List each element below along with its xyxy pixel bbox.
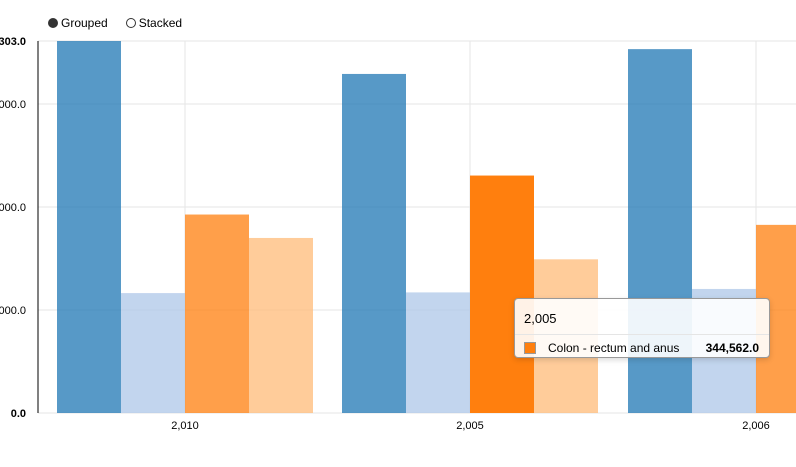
y-tick-label: 0.0: [11, 408, 26, 420]
y-axis: 0.0 000.0 000.0 000.0 303.0: [0, 36, 39, 420]
bar[interactable]: [249, 237, 313, 413]
tooltip-header: 2,005: [524, 311, 557, 326]
stacked-radio-icon: [125, 18, 136, 28]
y-tick-label: 000.0: [0, 305, 26, 317]
bars: [57, 41, 796, 414]
bar[interactable]: [57, 41, 121, 413]
tooltip-value: 344,562.0: [705, 341, 759, 355]
grouped-option[interactable]: Grouped: [48, 16, 108, 30]
x-tick-label: 2,005: [456, 420, 484, 432]
chart-mode-legend: Grouped Stacked: [48, 16, 182, 30]
bar[interactable]: [342, 73, 406, 414]
y-tick-label: 000.0: [0, 202, 26, 214]
tooltip-series-name: Colon - rectum and anus: [548, 341, 680, 355]
stacked-label: Stacked: [138, 16, 183, 30]
x-tick-label: 2,010: [171, 420, 199, 432]
stacked-option[interactable]: Stacked: [125, 16, 183, 30]
grouped-label: Grouped: [61, 16, 108, 30]
bar[interactable]: [185, 214, 249, 413]
tooltip-color-swatch: [524, 342, 536, 354]
bar[interactable]: [470, 175, 534, 413]
y-tick-label: 000.0: [0, 99, 26, 111]
tooltip-divider: [515, 334, 769, 335]
bar[interactable]: [121, 293, 185, 413]
grouped-radio-icon: [48, 18, 58, 28]
chart-tooltip: 2,005 Colon - rectum and anus 344,562.0: [514, 298, 770, 358]
x-tick-label: 2,006: [742, 420, 770, 432]
tooltip-row: Colon - rectum and anus 344,562.0: [515, 335, 769, 355]
x-axis: 2,010 2,005 2,006: [171, 420, 770, 432]
bar[interactable]: [628, 49, 692, 414]
y-tick-label: 303.0: [0, 36, 26, 48]
bar[interactable]: [406, 292, 470, 413]
